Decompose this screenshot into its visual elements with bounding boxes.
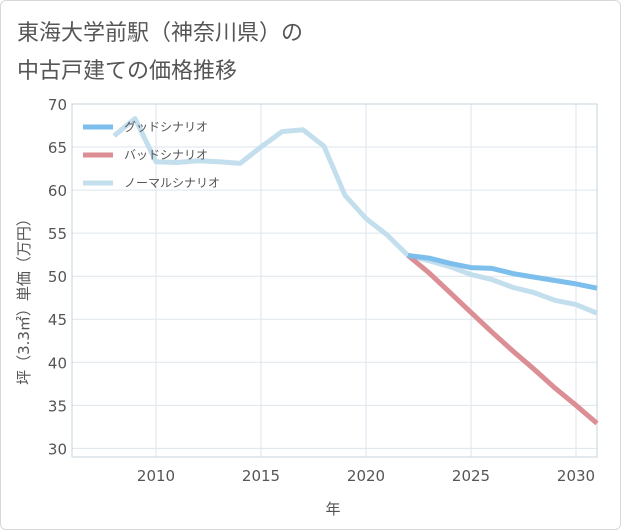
x-tick-label: 2010 — [137, 467, 175, 485]
plot-area-border — [71, 103, 598, 458]
y-tick-label: 35 — [48, 397, 67, 415]
y-tick-label: 70 — [48, 96, 67, 114]
legend-label: グッドシナリオ — [124, 120, 208, 134]
x-tick-label: 2030 — [557, 467, 595, 485]
x-axis-title: 年 — [325, 500, 340, 518]
x-tick-label: 2020 — [347, 467, 385, 485]
y-tick-label: 55 — [48, 225, 67, 243]
series-line-bad — [406, 253, 599, 426]
grid-lines — [72, 103, 597, 457]
x-tick-label: 2025 — [452, 467, 490, 485]
series-line-normal — [112, 116, 598, 316]
axis-ticks: 30 35 40 45 50 55 60 65 70 2010 2015 2020 2025 2030 — [48, 96, 595, 485]
y-tick-label: 60 — [48, 182, 67, 200]
chart-title: 東海大学前駅（神奈川県）の 中古戸建ての価格推移 — [17, 15, 303, 91]
x-tick-label: 2015 — [242, 467, 280, 485]
chart-title-line-1: 東海大学前駅（神奈川県）の — [17, 21, 304, 46]
y-tick-label: 45 — [48, 311, 67, 329]
series-layer — [112, 116, 599, 426]
y-axis-title: 坪（3.3㎡）単価（万円） — [15, 211, 33, 385]
legend-label: バッドシナリオ — [124, 148, 208, 162]
y-tick-label: 30 — [48, 440, 67, 458]
y-tick-label: 40 — [48, 354, 67, 372]
legend-label: ノーマルシナリオ — [124, 176, 220, 190]
series-line-good — [407, 253, 598, 291]
y-tick-label: 50 — [48, 268, 67, 286]
y-tick-label: 65 — [48, 139, 67, 157]
chart-title-line-2: 中古戸建ての価格推移 — [17, 59, 238, 84]
